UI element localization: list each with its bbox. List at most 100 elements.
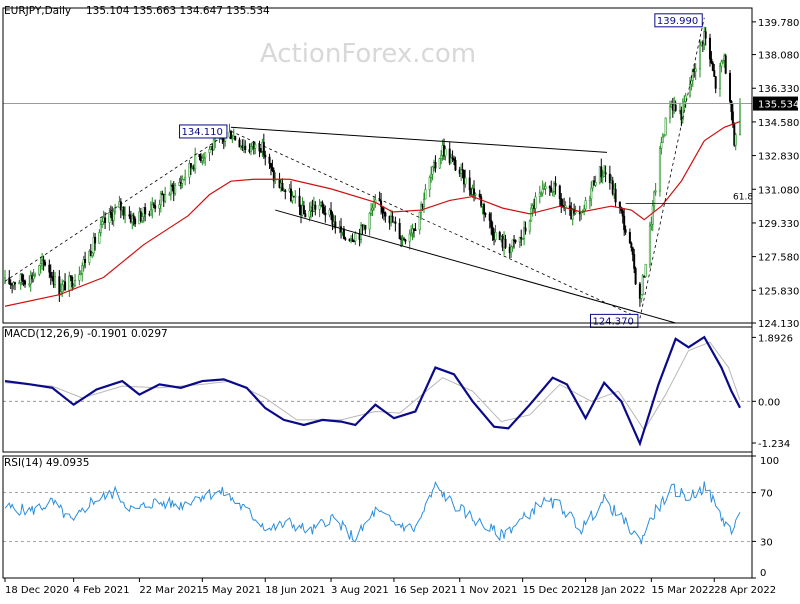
candle-body	[514, 239, 517, 243]
candle-body	[198, 153, 201, 157]
candle-body	[688, 83, 691, 97]
candle-body	[39, 263, 42, 266]
candle-body	[122, 207, 125, 216]
candle-body	[334, 221, 337, 228]
candle-body	[144, 207, 147, 215]
candle-body	[730, 101, 733, 113]
candle-body	[158, 204, 161, 209]
candle-body	[149, 209, 152, 216]
candle-body	[8, 277, 11, 284]
candle-body	[402, 238, 405, 241]
x-tick-label: 1 Nov 2021	[460, 585, 518, 596]
candle-body	[540, 192, 543, 195]
candle-body	[550, 187, 553, 193]
candle-body	[184, 176, 187, 180]
candle-body	[168, 193, 171, 196]
candle-body	[370, 209, 373, 214]
candle-body	[648, 225, 651, 265]
moving-average-line	[4, 120, 741, 307]
macd-line	[4, 335, 741, 447]
candle-body	[698, 44, 701, 70]
candle-body	[584, 200, 587, 210]
candle-body	[371, 207, 374, 211]
candle-body	[92, 236, 95, 254]
candle-body	[674, 104, 677, 111]
candle-body	[644, 263, 647, 277]
candle-body	[378, 199, 381, 202]
candle-body	[109, 212, 112, 215]
candle-body	[483, 204, 486, 214]
rsi-line	[4, 480, 741, 545]
candle-body	[594, 182, 597, 186]
candle-body	[154, 205, 157, 209]
candle-body	[412, 228, 415, 231]
candle-body	[574, 211, 577, 214]
candle-body	[181, 179, 184, 184]
candle-body	[238, 139, 241, 148]
grid-layer	[3, 400, 752, 542]
candle-body	[132, 215, 135, 220]
candle-body	[480, 196, 483, 207]
candle-body	[604, 172, 607, 175]
candle-body	[468, 177, 471, 191]
candle-body	[554, 183, 557, 187]
candle-body	[104, 217, 107, 223]
candle-body	[91, 252, 94, 257]
candle-body	[473, 188, 476, 196]
candle-body	[440, 154, 443, 159]
candle-body	[72, 285, 75, 288]
rsi-y-label: 30	[760, 537, 773, 548]
candle-body	[543, 188, 546, 190]
y-tick-label: 129.330	[758, 219, 799, 230]
candle-body	[79, 273, 82, 276]
candle-body	[291, 195, 294, 202]
candle-body	[74, 279, 77, 287]
axes-layer: 139.780 138.080 136.330 134.580 132.830 131.0…	[2, 7, 799, 596]
candle-body	[664, 117, 667, 136]
annotation-label: 124.370	[593, 316, 634, 327]
candle-body	[354, 233, 357, 242]
candle-body	[268, 156, 271, 164]
candle-body	[431, 166, 434, 175]
candle-body	[638, 283, 641, 299]
candle-body	[534, 196, 537, 209]
candle-body	[229, 131, 232, 140]
candle-body	[568, 205, 571, 209]
candle-body	[194, 153, 197, 170]
candle-body	[651, 205, 654, 225]
candle-body	[451, 157, 454, 160]
candle-body	[484, 213, 487, 215]
candle-body	[510, 246, 513, 254]
candle-body	[714, 76, 717, 89]
candle-body	[364, 225, 367, 230]
candle-body	[331, 213, 334, 225]
y-tick-label: 134.580	[758, 118, 799, 129]
candle-body	[704, 31, 707, 39]
candle-body	[430, 173, 433, 178]
dashed-trendline	[230, 130, 641, 319]
candle-body	[272, 170, 275, 182]
candle-body	[214, 138, 217, 141]
candle-body	[78, 274, 81, 281]
candle-body	[322, 206, 325, 214]
candle-body	[504, 238, 507, 248]
candle-body	[231, 138, 234, 140]
candle-body	[628, 232, 631, 244]
candle-body	[738, 103, 741, 136]
candle-body	[48, 264, 51, 273]
candle-body	[18, 282, 21, 285]
candle-body	[368, 213, 371, 230]
candle-body	[711, 62, 714, 71]
candle-body	[360, 224, 363, 240]
candle-body	[624, 229, 627, 233]
candle-body	[302, 205, 305, 214]
candle-body	[49, 271, 52, 277]
candle-body	[474, 193, 477, 196]
macd-y-label: 0.00	[758, 397, 780, 408]
candle-body	[640, 294, 643, 299]
candle-body	[298, 195, 301, 208]
candle-body	[84, 259, 87, 263]
candle-body	[631, 247, 634, 255]
candle-body	[494, 232, 497, 241]
candle-body	[69, 275, 72, 278]
